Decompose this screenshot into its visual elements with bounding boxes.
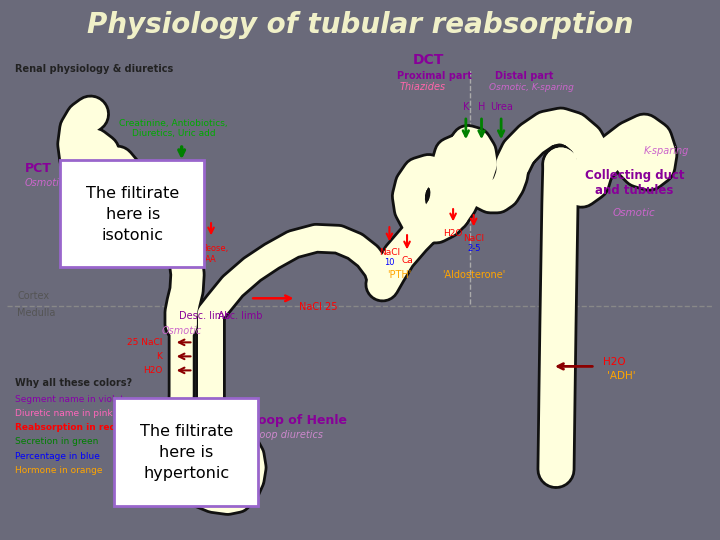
Text: Osmotic: Osmotic <box>162 326 202 336</box>
Text: 10: 10 <box>384 258 395 267</box>
Text: Loop of Henle: Loop of Henle <box>251 415 347 428</box>
Text: Thiazides: Thiazides <box>399 82 446 92</box>
Text: Mg: Mg <box>230 408 244 417</box>
Text: K: K <box>463 102 469 112</box>
Text: Glucose,
AA: Glucose, AA <box>193 244 229 264</box>
Text: H2O: H2O <box>444 229 463 238</box>
Text: PCT: PCT <box>24 162 52 175</box>
Text: Ca: Ca <box>230 422 243 431</box>
Text: Hormone in orange: Hormone in orange <box>15 465 102 475</box>
Text: Asc. limb: Asc. limb <box>218 312 262 321</box>
Text: Osmotic, K-sparing: Osmotic, K-sparing <box>490 83 575 92</box>
Text: K: K <box>169 244 174 253</box>
Text: NaCl: NaCl <box>463 234 485 243</box>
Text: Mg: Mg <box>148 408 162 417</box>
Text: Loop diuretics: Loop diuretics <box>254 430 323 441</box>
Text: Percentage in blue: Percentage in blue <box>15 451 100 461</box>
Text: H2O: H2O <box>143 366 162 375</box>
Text: Secretion in green: Secretion in green <box>15 437 99 447</box>
Text: Creatinine, Antiobiotics,
Diuretics, Uric add: Creatinine, Antiobiotics, Diuretics, Uri… <box>120 119 228 138</box>
Text: HCO3-: HCO3- <box>184 244 211 253</box>
Text: DCT: DCT <box>413 53 444 67</box>
Text: NaCl 25: NaCl 25 <box>300 302 338 312</box>
Text: Physiology of tubular reabsorption: Physiology of tubular reabsorption <box>86 11 634 39</box>
Text: Urea: Urea <box>490 102 513 112</box>
Text: 'Aldosterone': 'Aldosterone' <box>442 271 505 280</box>
Text: Renal physiology & diuretics: Renal physiology & diuretics <box>15 64 174 74</box>
Text: Desc. limb: Desc. limb <box>179 312 230 321</box>
Text: H2O: H2O <box>174 244 193 253</box>
Text: Ca: Ca <box>401 256 413 265</box>
Text: Distal part: Distal part <box>495 71 554 81</box>
Text: Why all these colors?: Why all these colors? <box>15 379 132 388</box>
Text: Medulla: Medulla <box>17 308 55 318</box>
Text: 'ADH': 'ADH' <box>607 372 636 381</box>
Text: The filtirate
here is
isotonic: The filtirate here is isotonic <box>86 186 179 242</box>
FancyBboxPatch shape <box>60 160 204 267</box>
Text: Reabsorption in red: Reabsorption in red <box>15 423 116 433</box>
Text: 'PTH': 'PTH' <box>387 271 411 280</box>
Text: H: H <box>478 102 485 112</box>
Text: Osmotic: Osmotic <box>613 208 656 218</box>
Text: 85: 85 <box>179 254 189 264</box>
Text: NaCl: NaCl <box>150 244 170 253</box>
FancyBboxPatch shape <box>114 399 258 505</box>
Text: Segment name in violet: Segment name in violet <box>15 395 124 404</box>
Text: K: K <box>156 352 162 361</box>
Text: Cortex: Cortex <box>17 291 49 301</box>
Text: 67-40: 67-40 <box>149 254 171 264</box>
Text: H2O: H2O <box>603 357 626 367</box>
Text: 2-5: 2-5 <box>467 244 480 253</box>
Text: Diuretic name in pink: Diuretic name in pink <box>15 409 112 418</box>
Text: Ca: Ca <box>150 422 162 431</box>
Text: K-sparing: K-sparing <box>644 146 690 156</box>
Text: Osmotic: Osmotic <box>24 178 65 188</box>
Text: The filtirate
here is
hypertonic: The filtirate here is hypertonic <box>140 424 233 481</box>
Text: Collecting duct
and tubules: Collecting duct and tubules <box>585 169 684 197</box>
Text: 25 NaCl: 25 NaCl <box>127 338 162 347</box>
Text: Proximal part: Proximal part <box>397 71 472 81</box>
Text: NaCl: NaCl <box>379 248 400 257</box>
